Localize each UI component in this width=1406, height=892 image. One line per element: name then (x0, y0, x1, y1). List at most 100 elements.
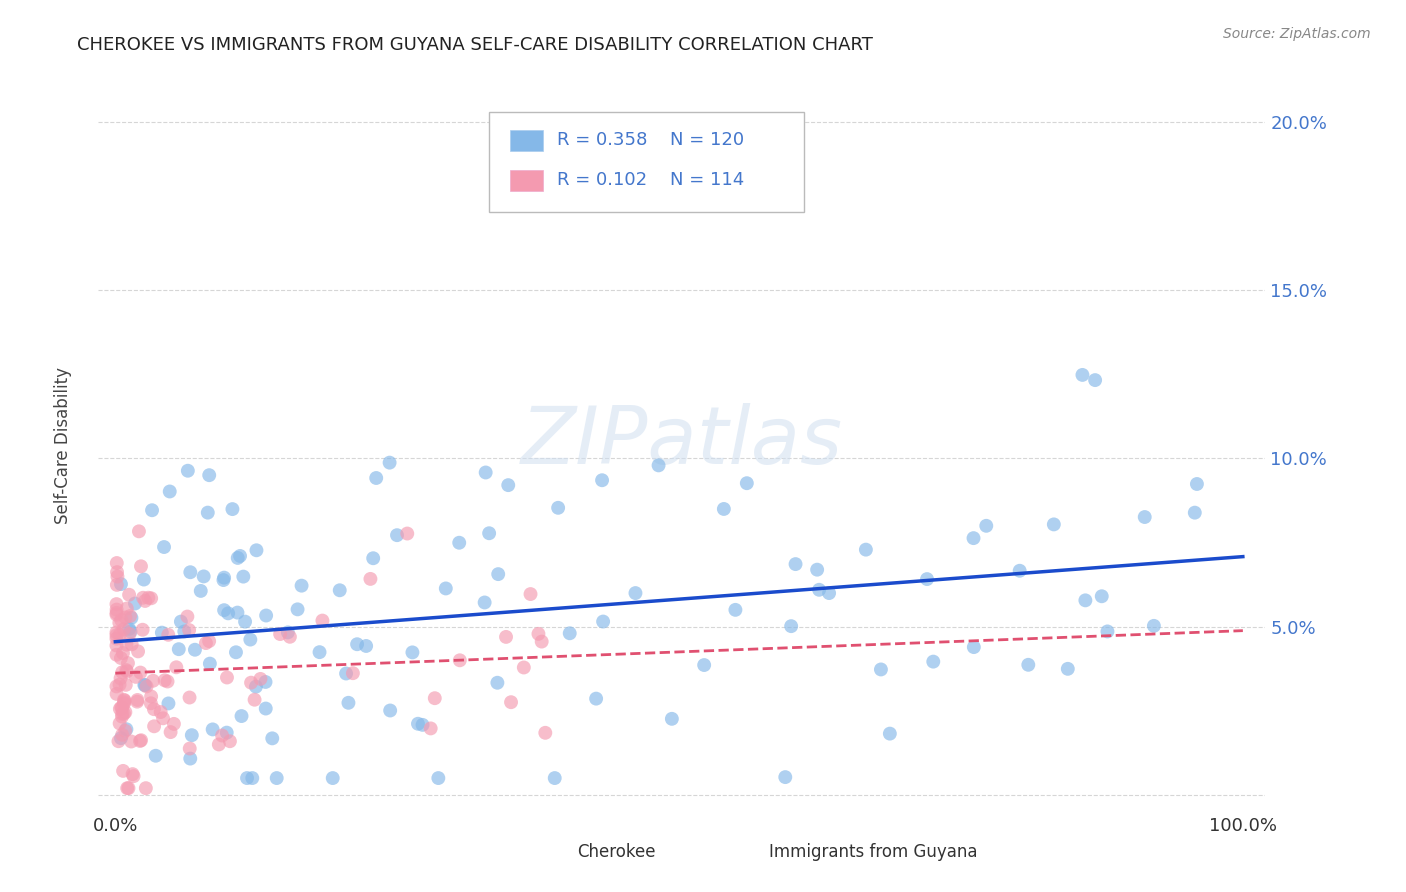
Point (115, 601, 138, 615)
Point (735, 476, 758, 491)
Point (112, 706, 135, 721)
Text: Source: ZipAtlas.com: Source: ZipAtlas.com (1223, 27, 1371, 41)
Point (329, 583, 352, 598)
Point (127, 644, 149, 658)
Point (115, 638, 138, 652)
Point (780, 619, 803, 633)
Point (527, 627, 550, 641)
Point (592, 615, 614, 629)
Point (105, 687, 128, 701)
Point (217, 607, 239, 621)
Point (135, 781, 157, 796)
Point (179, 741, 201, 756)
Point (179, 623, 201, 637)
Point (112, 697, 135, 711)
Point (107, 569, 129, 583)
Point (530, 634, 553, 648)
Point (226, 550, 249, 565)
Point (112, 764, 135, 778)
Point (125, 670, 148, 684)
Point (354, 639, 377, 653)
Text: R = 0.102: R = 0.102 (557, 171, 647, 189)
Point (142, 673, 165, 688)
Point (135, 680, 157, 694)
Point (129, 559, 152, 574)
Point (115, 663, 138, 677)
Point (111, 706, 134, 721)
Point (240, 771, 263, 785)
Point (110, 613, 132, 627)
Point (112, 622, 135, 636)
Point (385, 528, 408, 542)
Point (434, 582, 457, 596)
Point (110, 731, 132, 746)
Point (115, 723, 138, 737)
Point (245, 543, 267, 558)
Point (117, 781, 139, 796)
Bar (734, 845, 761, 862)
Point (269, 627, 291, 641)
Point (105, 578, 128, 592)
Point (427, 771, 450, 785)
Point (124, 597, 146, 611)
Point (558, 626, 581, 640)
Text: R = 0.358: R = 0.358 (557, 131, 647, 149)
Point (120, 609, 142, 624)
Point (1056, 662, 1078, 676)
Point (1071, 368, 1094, 382)
Point (132, 591, 155, 605)
Point (108, 678, 131, 692)
Point (785, 557, 807, 571)
Point (499, 695, 522, 709)
Point (107, 734, 129, 748)
Point (366, 471, 388, 485)
Point (141, 591, 163, 606)
Point (156, 674, 179, 689)
Point (359, 572, 381, 586)
Point (412, 718, 434, 732)
Point (449, 535, 471, 549)
Point (534, 726, 557, 740)
Point (232, 569, 254, 583)
FancyBboxPatch shape (489, 112, 804, 212)
Point (585, 691, 607, 706)
Point (254, 608, 277, 623)
Point (193, 569, 215, 583)
Text: Cherokee: Cherokee (576, 843, 655, 861)
Point (118, 627, 141, 641)
Point (311, 614, 333, 628)
Point (114, 695, 136, 709)
Point (818, 586, 841, 600)
Point (105, 556, 128, 570)
Point (139, 696, 162, 710)
Point (1097, 624, 1119, 639)
Point (239, 632, 262, 647)
Point (775, 770, 797, 784)
Point (177, 464, 200, 478)
Point (108, 628, 131, 642)
Point (661, 712, 683, 726)
Point (308, 645, 330, 659)
Point (547, 500, 569, 515)
Point (179, 751, 201, 765)
Point (111, 646, 134, 660)
Point (131, 623, 153, 637)
Point (1074, 593, 1097, 607)
Point (194, 636, 217, 650)
Point (974, 518, 997, 533)
Point (179, 566, 201, 580)
Point (290, 579, 312, 593)
Point (114, 705, 136, 719)
Point (105, 680, 128, 694)
Point (115, 665, 138, 679)
Point (211, 729, 233, 743)
Point (176, 609, 198, 624)
Point (212, 603, 235, 617)
Point (111, 709, 134, 723)
Point (111, 665, 134, 680)
Point (134, 594, 156, 608)
Point (111, 728, 134, 742)
Point (1143, 619, 1166, 633)
Point (198, 468, 221, 483)
Point (380, 704, 402, 718)
